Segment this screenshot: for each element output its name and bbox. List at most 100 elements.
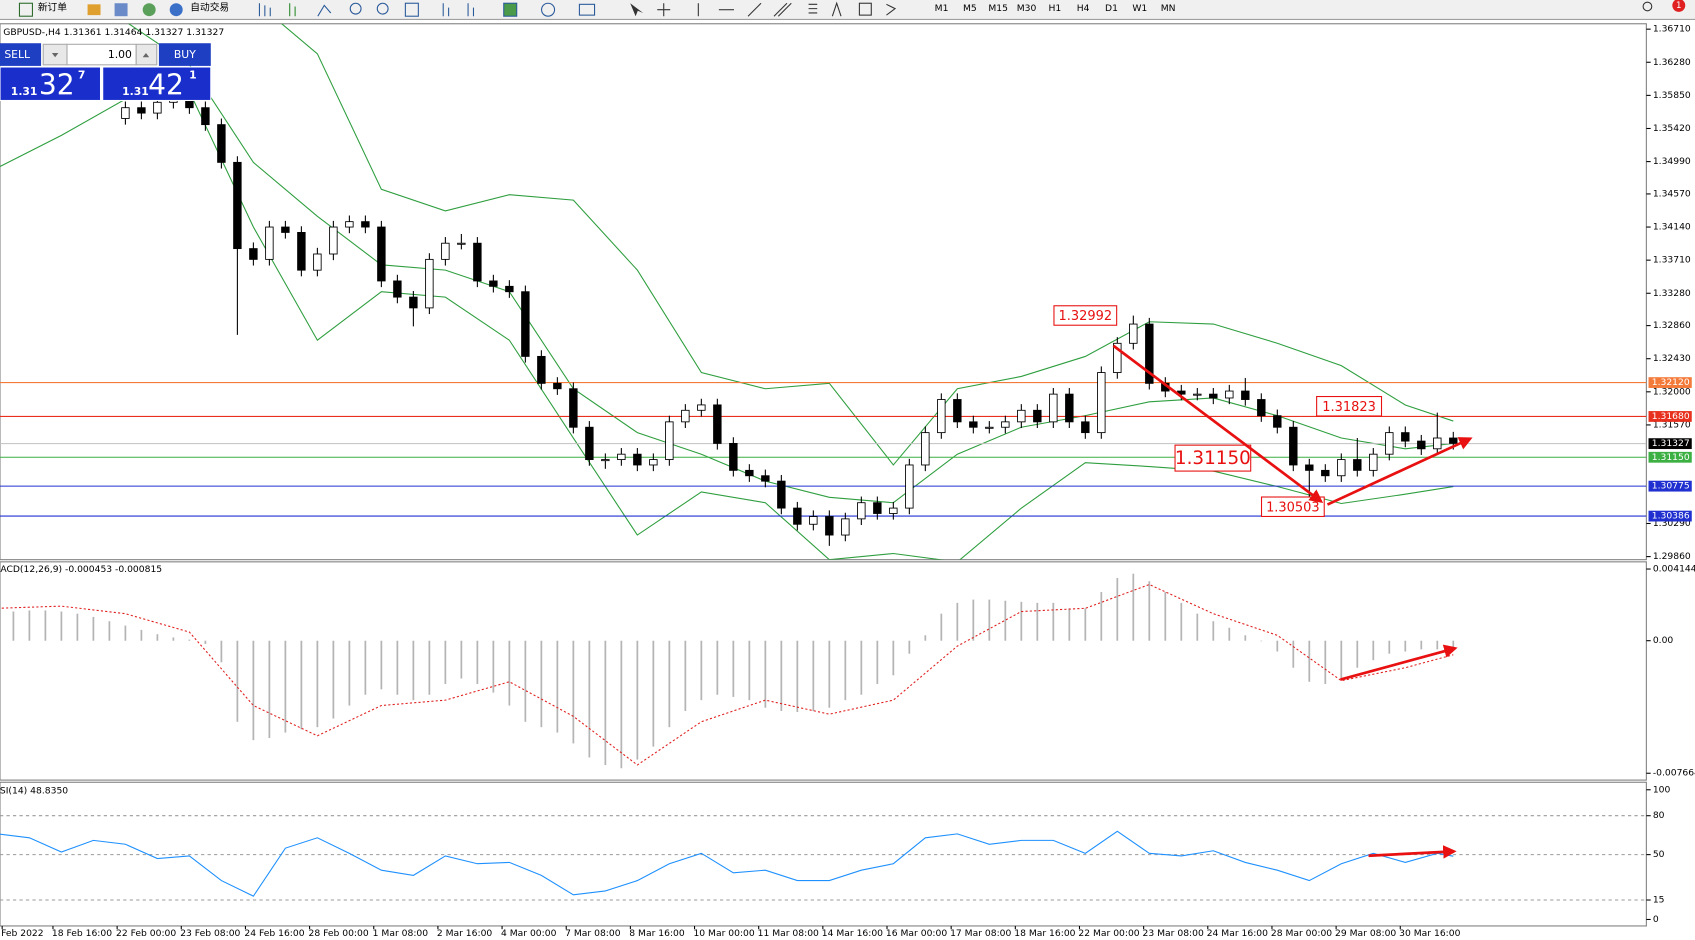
buy-button[interactable] bbox=[158, 43, 211, 66]
indicator-icon[interactable] bbox=[503, 2, 518, 17]
candle-body bbox=[345, 221, 354, 228]
timeframe-button[interactable]: H1 bbox=[1048, 3, 1061, 14]
annotation-box[interactable] bbox=[1174, 444, 1252, 472]
buy-label[interactable]: BUY bbox=[174, 48, 196, 61]
shapes-tool[interactable] bbox=[886, 3, 897, 16]
macd-bar bbox=[1036, 602, 1039, 641]
timeframe-button[interactable]: W1 bbox=[1132, 3, 1147, 14]
trend-arrow[interactable] bbox=[1112, 344, 1324, 503]
timeframe-button[interactable]: M5 bbox=[963, 3, 977, 14]
auto-trading-icon[interactable] bbox=[169, 3, 183, 17]
candle-body bbox=[841, 518, 850, 536]
macd-bar bbox=[604, 640, 607, 766]
timeframe-button[interactable]: M30 bbox=[1017, 3, 1037, 14]
sell-price-point: 7 bbox=[78, 69, 86, 82]
candle-body bbox=[233, 161, 242, 250]
y-tick-label: 1.32430 bbox=[1653, 353, 1691, 364]
macd-bar bbox=[892, 640, 895, 676]
search-icon[interactable] bbox=[1642, 1, 1653, 12]
tool-icon[interactable] bbox=[114, 3, 128, 17]
timeframe-button[interactable]: M15 bbox=[988, 3, 1008, 14]
buy-price-box[interactable] bbox=[102, 66, 212, 102]
crosshair-tool[interactable] bbox=[657, 3, 671, 17]
candle-body bbox=[1241, 390, 1250, 400]
macd-arrow[interactable] bbox=[1340, 644, 1458, 681]
new-order-button[interactable]: 新订单 bbox=[38, 1, 67, 14]
candle-body bbox=[937, 399, 946, 434]
timeframe-button[interactable]: D1 bbox=[1105, 3, 1118, 14]
macd-bar bbox=[828, 640, 831, 708]
macd-bar bbox=[1084, 608, 1087, 641]
macd-bar bbox=[1148, 581, 1151, 641]
annotation-box[interactable] bbox=[1053, 305, 1118, 326]
scroll-icon[interactable] bbox=[442, 3, 450, 17]
annotation[interactable]: 1.32992 bbox=[1059, 309, 1113, 324]
candle-body bbox=[1001, 421, 1010, 428]
annotation[interactable]: 1.30503 bbox=[1266, 500, 1320, 515]
candle-body bbox=[1049, 393, 1058, 423]
annotation-box[interactable] bbox=[1316, 395, 1383, 417]
macd-bar bbox=[940, 613, 943, 641]
candle-body bbox=[777, 480, 786, 509]
candle-body bbox=[1337, 459, 1346, 477]
level-label-box bbox=[1648, 480, 1692, 492]
x-tick-label: 22 Feb 00:00 bbox=[116, 928, 176, 939]
channel-tool[interactable] bbox=[773, 2, 792, 17]
template-icon[interactable] bbox=[578, 3, 596, 16]
timeframe-button[interactable]: MN bbox=[1161, 3, 1176, 14]
sell-label[interactable]: SELL bbox=[4, 48, 30, 61]
buy-price-prefix: 1.31 bbox=[122, 85, 149, 98]
annotation[interactable]: 1.31823 bbox=[1322, 400, 1376, 415]
macd-bar bbox=[300, 640, 303, 730]
macd-bar bbox=[1356, 640, 1359, 668]
macd-bar bbox=[204, 640, 207, 644]
cursor-tool[interactable] bbox=[630, 3, 644, 17]
macd-bar bbox=[76, 613, 79, 641]
macd-bar bbox=[668, 640, 671, 728]
trend-arrow[interactable] bbox=[1326, 437, 1473, 506]
level-label: 1.32120 bbox=[1652, 377, 1690, 388]
zoom-in[interactable] bbox=[349, 2, 362, 15]
x-tick-label: 18 Feb 16:00 bbox=[52, 928, 112, 939]
x-tick-label: 10 Mar 00:00 bbox=[693, 928, 754, 939]
new-order-icon[interactable] bbox=[18, 2, 33, 17]
x-tick-label: 18 Mar 16:00 bbox=[1014, 928, 1075, 939]
auto-trading-button[interactable]: 自动交易 bbox=[190, 1, 229, 14]
axes: 1.36710 1.36280 1.35850 1.35420 1.34990 1.345… bbox=[1, 24, 1695, 939]
tool-icon[interactable] bbox=[142, 3, 156, 17]
period-icon[interactable] bbox=[541, 2, 556, 17]
timeframe-button[interactable]: H4 bbox=[1077, 3, 1090, 14]
candle-body bbox=[1369, 453, 1378, 471]
macd-bar bbox=[476, 640, 479, 684]
trend-tool[interactable] bbox=[747, 2, 762, 17]
y-tick-label: 1.32860 bbox=[1653, 320, 1691, 331]
notification-count: 1 bbox=[1676, 1, 1682, 11]
candle-body bbox=[761, 475, 770, 482]
timeframe-button[interactable]: M1 bbox=[935, 3, 949, 14]
label-tool[interactable] bbox=[858, 2, 872, 16]
bar-chart-icon[interactable] bbox=[258, 3, 271, 17]
candle-icon[interactable] bbox=[289, 3, 296, 17]
text-tool[interactable] bbox=[831, 1, 842, 17]
fibo-tool[interactable] bbox=[808, 3, 818, 14]
price-panel bbox=[0, 23, 1647, 561]
y-tick-label: 1.30290 bbox=[1653, 518, 1691, 529]
annotation[interactable]: 1.31150 bbox=[1175, 448, 1251, 469]
line-icon[interactable] bbox=[317, 4, 332, 17]
lot-value[interactable]: 1.00 bbox=[108, 48, 132, 61]
macd-bar bbox=[220, 640, 223, 663]
macd-bar bbox=[1340, 640, 1343, 679]
rsi-arrow[interactable] bbox=[1368, 845, 1457, 859]
notification-badge[interactable] bbox=[1672, 0, 1686, 12]
tile-icon[interactable] bbox=[404, 2, 419, 17]
macd-bar bbox=[924, 635, 927, 641]
zoom-out[interactable] bbox=[376, 2, 389, 15]
candle-body bbox=[137, 107, 146, 114]
tool-icon[interactable] bbox=[87, 4, 101, 16]
candle-body bbox=[153, 101, 162, 114]
sell-button[interactable] bbox=[0, 43, 42, 66]
shift-icon[interactable] bbox=[467, 3, 475, 17]
sell-price-box[interactable] bbox=[0, 66, 102, 102]
x-tick-label: 24 Mar 16:00 bbox=[1207, 928, 1268, 939]
